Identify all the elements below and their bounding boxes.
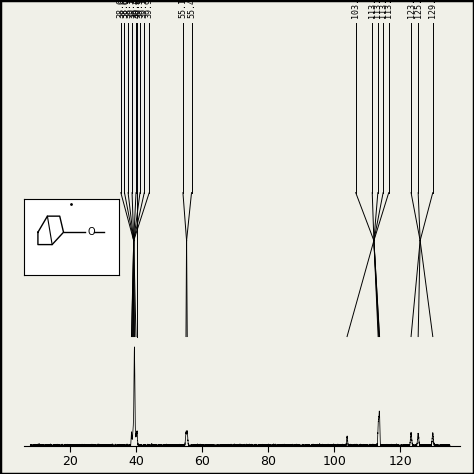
Text: 123.253: 123.253 (407, 0, 416, 18)
Text: 39.122: 39.122 (140, 0, 149, 18)
Text: 39.440: 39.440 (131, 0, 140, 18)
Text: 103.882: 103.882 (351, 0, 360, 18)
Text: 113.471: 113.471 (374, 0, 383, 18)
Text: 38.689: 38.689 (120, 0, 129, 18)
Text: 39.517: 39.517 (136, 0, 145, 18)
Text: 39.161: 39.161 (128, 0, 137, 18)
Text: O: O (87, 227, 95, 237)
Text: 113.289: 113.289 (368, 0, 377, 18)
Text: 55.129: 55.129 (178, 0, 187, 18)
Text: 129.830: 129.830 (428, 0, 438, 18)
Text: 125.403: 125.403 (414, 0, 423, 18)
Text: 39.987: 39.987 (145, 0, 154, 18)
Text: 38.618: 38.618 (116, 0, 125, 18)
Text: 113.662: 113.662 (379, 0, 388, 18)
Text: 55.495: 55.495 (187, 0, 196, 18)
Text: 38.962: 38.962 (124, 0, 133, 18)
Text: 113.718: 113.718 (384, 0, 393, 18)
Text: 40.271: 40.271 (132, 0, 141, 18)
